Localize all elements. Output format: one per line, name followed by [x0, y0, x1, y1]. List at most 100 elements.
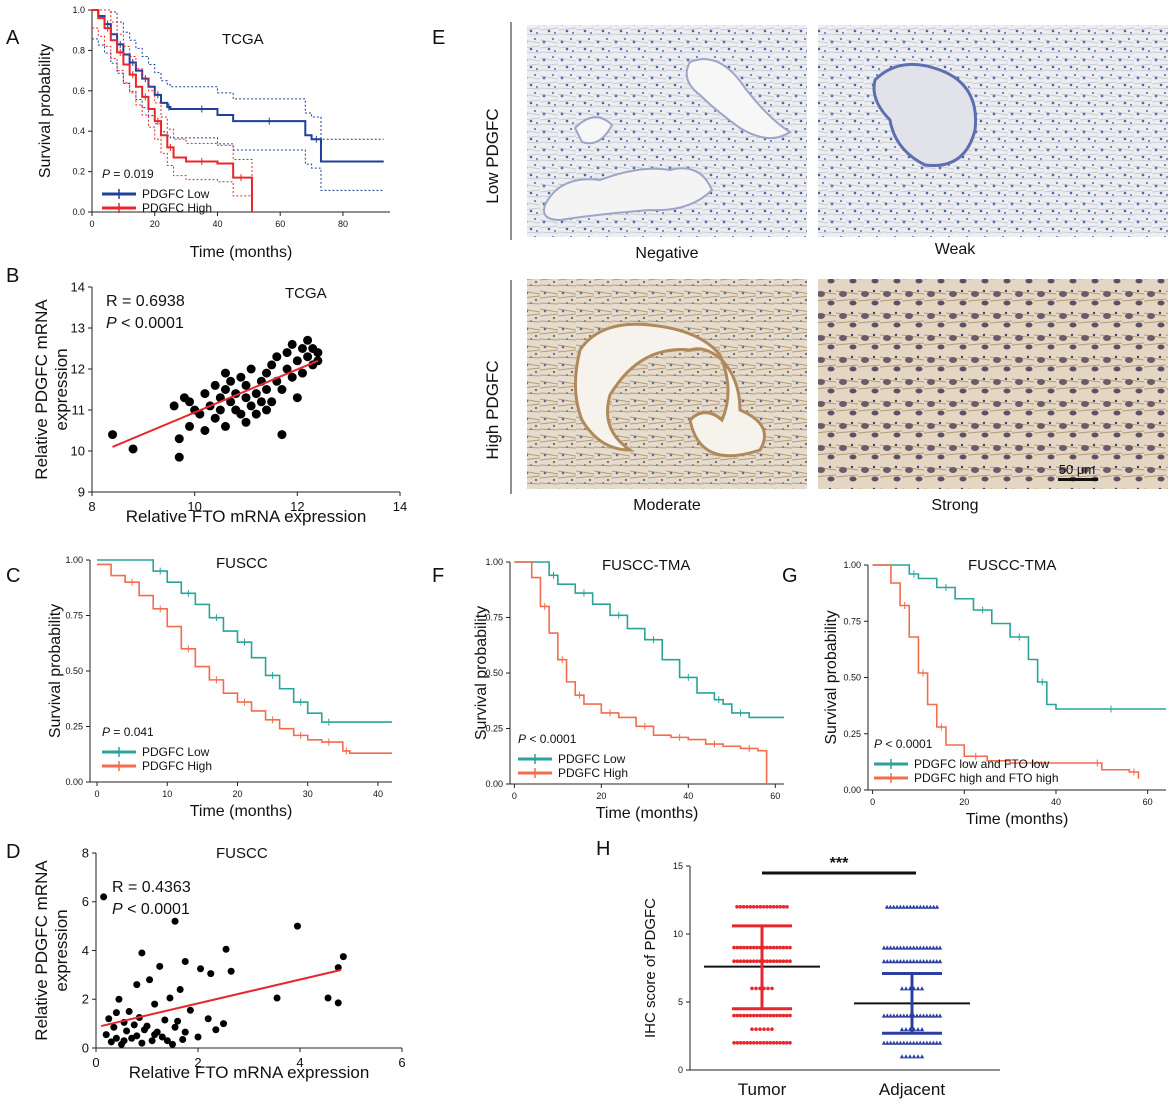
- panel-H-point-adjacent: [934, 945, 939, 950]
- panel-A-series-low-line: [92, 9, 384, 163]
- panel-H-point-adjacent: [888, 959, 893, 964]
- panel-D-point: [166, 994, 174, 1002]
- panel-A-x-tick-label: 20: [150, 219, 160, 229]
- panel-E-letter: E: [432, 27, 445, 49]
- panel-H-point-tumor: [755, 945, 759, 950]
- panel-D-point: [130, 1021, 138, 1029]
- panel-A-y-tick-label: 0.4: [72, 126, 85, 136]
- panel-D-x-tick-label: 2: [194, 1055, 201, 1070]
- panel-H-point-adjacent: [927, 945, 933, 950]
- panel-B-point: [256, 397, 266, 407]
- panel-A-series-high-line: [92, 9, 253, 212]
- panel-H-point-tumor: [742, 959, 746, 963]
- panel-B-point: [226, 376, 236, 386]
- panel-B-point: [297, 344, 307, 353]
- panel-D-axes: 0 2 4 6 8 0 2 4 6: [82, 845, 406, 1070]
- panel-B-point: [251, 409, 261, 419]
- panel-D-x-tick-label: 4: [296, 1055, 303, 1070]
- panel-D-y-tick-label: 4: [82, 943, 89, 958]
- panel-C-x-tick-label: 0: [95, 789, 100, 799]
- panel-C-letter: C: [6, 565, 20, 587]
- panel-H-category-label: Adjacent: [879, 1080, 945, 1099]
- panel-H-point-tumor: [781, 945, 786, 950]
- panel-E-row-label-low: Low PDGFC: [483, 108, 502, 203]
- panel-C-legend-label: PDGFC High: [142, 759, 212, 773]
- panel-H-point-adjacent: [901, 959, 906, 964]
- panel-H-point-tumor: [742, 945, 746, 950]
- panel-H-point-adjacent: [919, 1027, 925, 1032]
- panel-D-point: [133, 1032, 141, 1040]
- panel-H-point-adjacent: [898, 945, 903, 950]
- panel-H-point-tumor: [732, 1013, 736, 1018]
- panel-H-point-adjacent: [908, 945, 913, 950]
- panel-D-y-tick-label: 6: [82, 894, 89, 909]
- panel-B-point: [292, 393, 302, 403]
- panel-B-point: [277, 430, 287, 440]
- panel-C-y-label: Survival probability: [47, 604, 64, 738]
- panel-B-point: [236, 409, 246, 419]
- panel-H-point-tumor: [750, 1027, 754, 1031]
- panel-H-letter: H: [596, 838, 610, 860]
- panel-H-point-tumor: [781, 1013, 786, 1018]
- panel-C-series-high-line: [97, 563, 392, 754]
- panel-B-point: [246, 401, 256, 411]
- panel-H-point-tumor: [768, 1041, 773, 1045]
- panel-H-point-tumor: [748, 945, 753, 950]
- panel-H-point-tumor: [778, 905, 783, 909]
- panel-H-point-tumor: [745, 945, 749, 950]
- panel-F-x-tick-label: 60: [770, 791, 780, 801]
- panel-H-category-label: Tumor: [738, 1080, 787, 1099]
- panel-D-point: [143, 1022, 151, 1030]
- panel-H-axes: 0 5 10 15: [673, 861, 1000, 1075]
- panel-H-point-adjacent: [927, 959, 933, 964]
- panel-H-point-tumor: [751, 1013, 756, 1018]
- panel-D-point: [107, 1038, 115, 1046]
- panel-H-point-tumor: [745, 1041, 749, 1045]
- panel-H-point-tumor: [751, 959, 756, 963]
- panel-H-point-tumor: [755, 1013, 759, 1018]
- panel-H-point-tumor: [768, 1013, 773, 1018]
- panel-H-point-adjacent: [911, 945, 916, 950]
- panel-H-point-adjacent: [914, 1013, 920, 1018]
- panel-H-point-adjacent: [921, 1040, 926, 1045]
- panel-H-point-tumor: [770, 1027, 774, 1031]
- panel-B-point: [262, 368, 272, 378]
- panel-H-point-adjacent: [915, 1027, 921, 1032]
- panel-B-x-tick-label: 12: [290, 499, 304, 514]
- panel-B-point: [210, 413, 220, 423]
- panel-H-point-tumor: [738, 905, 743, 909]
- panel-H-point-tumor: [732, 1041, 736, 1045]
- panel-F-title: FUSCC-TMA: [602, 557, 690, 574]
- panel-H-point-adjacent: [928, 904, 933, 909]
- panel-H-point-tumor: [775, 945, 779, 950]
- panel-H-point-adjacent: [907, 1054, 913, 1059]
- panel-H-point-tumor: [738, 1013, 743, 1018]
- panel-D-point: [156, 962, 164, 970]
- panel-H-point-adjacent: [914, 945, 920, 950]
- panel-H-point-tumor: [745, 905, 749, 909]
- panel-H-point-tumor: [748, 959, 753, 963]
- panel-A-y-tick-label: 0.0: [72, 207, 85, 217]
- panel-A-legend-label: PDGFC High: [142, 201, 212, 215]
- panel-E-row-label-high: High PDGFC: [483, 360, 502, 459]
- panel-D-point: [181, 957, 189, 965]
- panel-H-point-tumor: [732, 945, 736, 950]
- panel-A-y-tick-label: 0.2: [72, 167, 85, 177]
- panel-B-point: [220, 368, 230, 378]
- panel-B-point: [174, 434, 184, 444]
- panel-H-point-tumor: [761, 905, 766, 909]
- panel-H-point-adjacent: [937, 1040, 943, 1045]
- panel-H-point-adjacent: [885, 1013, 890, 1018]
- panel-B-y-label-line1: Relative PDGFC mRNA: [32, 299, 51, 480]
- panel-B-point: [185, 421, 195, 431]
- panel-H-point-adjacent: [914, 1040, 920, 1045]
- panel-H-point-tumor: [775, 905, 779, 909]
- panel-H-point-adjacent: [924, 959, 930, 964]
- panel-A-pvalue: P = 0.019: [102, 167, 154, 181]
- panel-H-y-tick-label: 10: [673, 929, 683, 939]
- panel-B-point: [267, 397, 277, 407]
- panel-G-x-tick-label: 0: [870, 797, 875, 807]
- panel-D-y-label-line2: expression: [52, 909, 71, 991]
- panel-H-point-tumor: [788, 1041, 792, 1045]
